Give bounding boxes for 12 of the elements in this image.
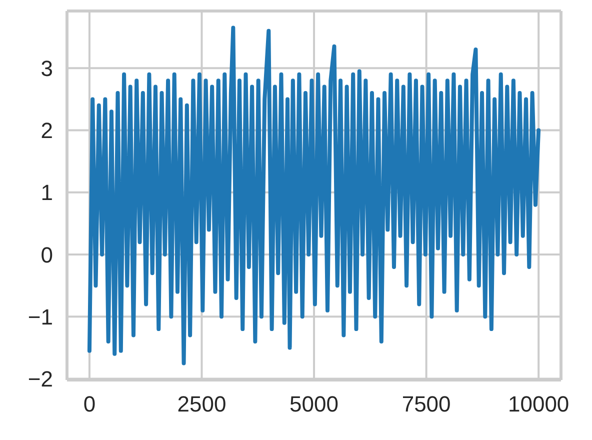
y-tick-label: 2 [40,118,53,144]
y-tick-label: 3 [40,56,53,81]
x-tick-label: 5000 [290,392,338,417]
x-tick-label: 7500 [402,392,451,417]
x-tick-label: 2500 [177,392,226,417]
x-tick-label: 10000 [508,392,570,417]
line-series [87,26,541,366]
x-tick-label: 0 [83,392,96,417]
y-tick-label: 0 [40,242,53,268]
y-tick-label: −1 [28,304,53,330]
y-tick-label: −2 [28,366,53,392]
y-tick-label: 1 [40,180,53,206]
